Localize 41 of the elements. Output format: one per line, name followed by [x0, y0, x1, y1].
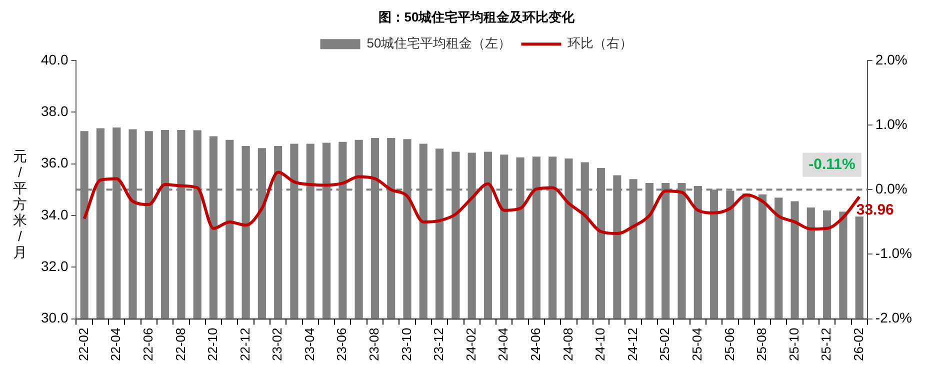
x-tick-label: 24-04	[496, 328, 511, 361]
x-tick-label: 24-10	[592, 328, 608, 361]
x-tick-label: 23-10	[398, 328, 414, 361]
x-tick-label: 23-12	[431, 328, 446, 361]
x-tick-label: 22-10	[205, 328, 220, 361]
y2-tick-label: 2.0%	[875, 51, 908, 68]
x-tick-label: 25-08	[754, 328, 770, 361]
y2-tick-label: -1.0%	[875, 245, 912, 262]
x-tick-label: 25-04	[689, 328, 704, 361]
x-tick-label: 22-12	[237, 328, 252, 361]
x-tick-label: 22-06	[140, 328, 156, 361]
y-tick-label: 34.0	[41, 206, 68, 222]
x-tick-label: 23-02	[270, 328, 285, 361]
legend-label: 环比（右）	[568, 36, 633, 51]
y2-tick-label: 0.0%	[875, 180, 908, 197]
y-axis-title: 元/平方米/月	[12, 148, 28, 260]
x-tick-label: 25-02	[657, 328, 672, 361]
x-tick-label: 23-06	[334, 328, 350, 361]
x-tick-label: 23-08	[366, 328, 382, 361]
x-tick-label: 25-06	[722, 328, 737, 361]
y-tick-label: 36.0	[41, 154, 68, 171]
x-tick-label: 23-04	[302, 328, 317, 361]
y-tick-label: 32.0	[41, 258, 68, 274]
x-tick-label: 22-02	[76, 328, 91, 361]
legend-label: 50城住宅平均租金（左）	[366, 36, 512, 51]
x-tick-label: 22-04	[108, 328, 124, 361]
y2-tick-label: -2.0%	[875, 310, 912, 326]
x-tick-label: 26-02	[850, 328, 866, 361]
y2-tick-label: 1.0%	[875, 116, 908, 132]
y-tick-label: 38.0	[41, 103, 68, 120]
x-tick-label: 24-08	[560, 328, 576, 361]
chart-title: 图：50城住宅平均租金及环比变化	[378, 9, 576, 24]
x-tick-label: 22-08	[172, 328, 188, 361]
x-tick-label: 24-02	[463, 328, 478, 361]
x-tick-label: 25-10	[786, 328, 802, 361]
x-tick-label: 24-12	[624, 328, 640, 361]
y-tick-label: 40.0	[41, 51, 68, 68]
y-tick-label: 30.0	[41, 310, 68, 326]
x-tick-label: 25-12	[818, 328, 834, 361]
data-label: -0.11%	[808, 156, 856, 173]
x-tick-label: 24-06	[528, 328, 543, 361]
